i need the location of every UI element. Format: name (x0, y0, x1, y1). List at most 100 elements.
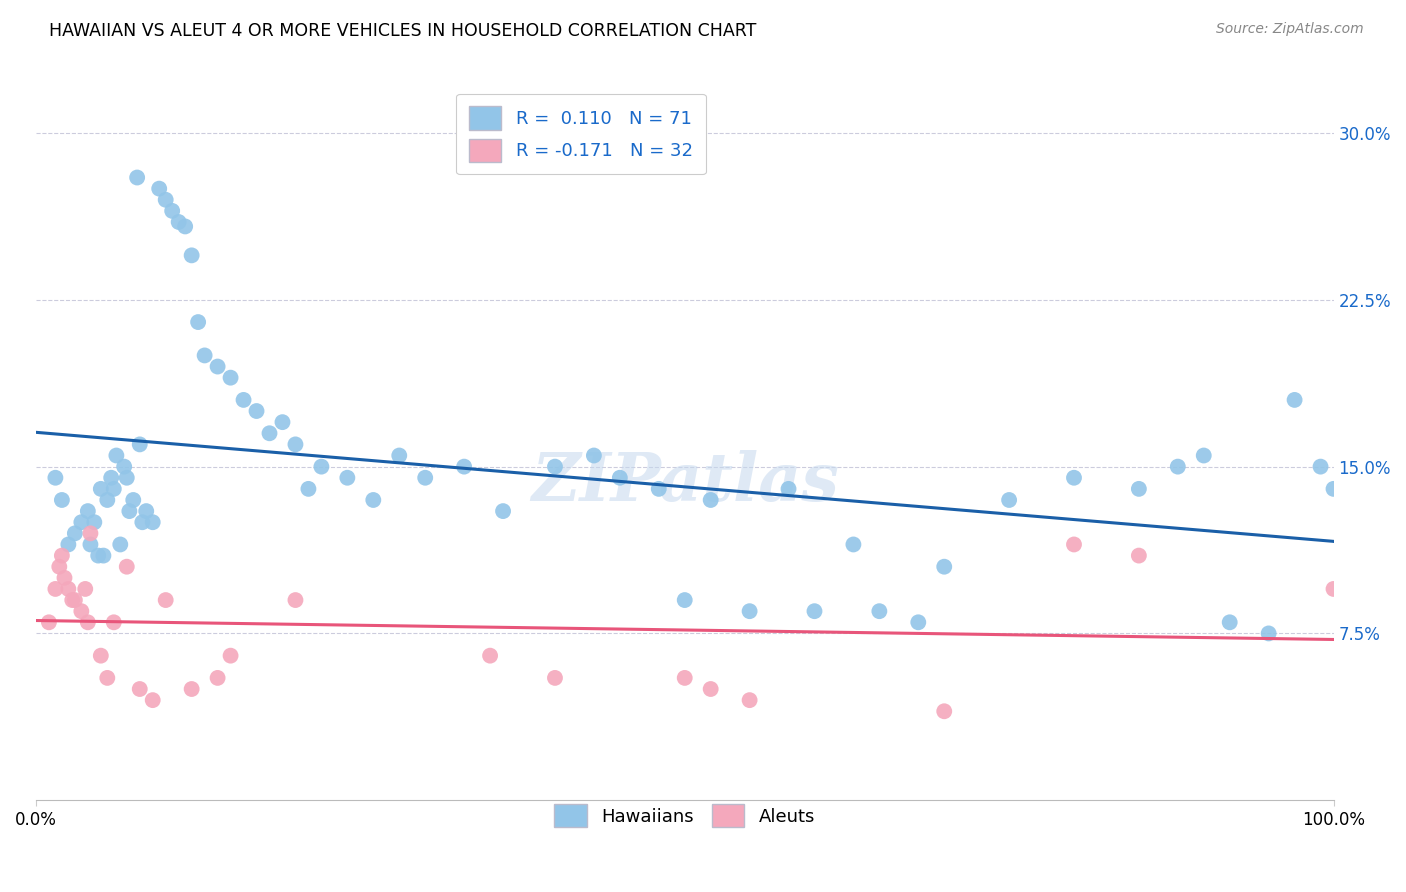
Point (187, 315, 209, 329)
Point (934, 704, 956, 718)
Point (1257, 626, 1279, 640)
Point (142, 515, 165, 529)
Point (699, 681, 721, 696)
Point (100, 471, 122, 485)
Point (155, 593, 177, 607)
Point (103, 615, 125, 630)
Point (453, 459, 475, 474)
Point (1063, 471, 1085, 485)
Point (271, 415, 294, 429)
Point (1167, 459, 1189, 474)
Point (90, 648, 112, 663)
Point (87, 549, 110, 563)
Point (259, 426, 281, 441)
Point (112, 459, 135, 474)
Point (673, 671, 696, 685)
Point (219, 648, 242, 663)
Point (128, 681, 150, 696)
Point (51, 549, 73, 563)
Point (413, 471, 436, 485)
Point (284, 593, 307, 607)
Point (388, 449, 411, 463)
Point (842, 537, 865, 551)
Point (142, 693, 165, 707)
Point (63, 593, 86, 607)
Point (103, 482, 125, 496)
Point (148, 181, 170, 195)
Point (363, 493, 385, 508)
Point (207, 671, 229, 685)
Point (1322, 482, 1344, 496)
Point (998, 493, 1021, 508)
Point (284, 437, 307, 451)
Point (70, 604, 93, 618)
Point (778, 482, 800, 496)
Point (63, 526, 86, 541)
Point (167, 215, 190, 229)
Point (160, 203, 183, 218)
Point (699, 493, 721, 508)
Point (131, 515, 153, 529)
Point (1063, 537, 1085, 551)
Point (76, 615, 98, 630)
Point (127, 170, 149, 185)
Point (180, 248, 202, 262)
Point (70, 515, 93, 529)
Point (135, 504, 157, 518)
Legend: Hawaiians, Aleuts: Hawaiians, Aleuts (547, 797, 823, 835)
Text: Source: ZipAtlas.com: Source: ZipAtlas.com (1216, 22, 1364, 37)
Point (544, 671, 567, 685)
Point (1128, 549, 1150, 563)
Point (582, 449, 605, 463)
Point (110, 537, 132, 551)
Point (44, 582, 66, 596)
Point (90, 482, 112, 496)
Point (245, 404, 267, 418)
Point (194, 348, 217, 362)
Point (232, 392, 254, 407)
Point (58, 582, 80, 596)
Point (122, 493, 145, 508)
Point (868, 604, 890, 618)
Point (76, 504, 98, 518)
Point (79, 526, 101, 541)
Point (609, 471, 631, 485)
Point (803, 604, 825, 618)
Point (118, 504, 141, 518)
Point (79, 537, 101, 551)
Point (492, 504, 515, 518)
Point (174, 219, 197, 234)
Point (544, 459, 567, 474)
Point (115, 471, 138, 485)
Point (96, 671, 118, 685)
Point (1219, 615, 1241, 630)
Point (297, 482, 319, 496)
Point (907, 615, 929, 630)
Point (128, 437, 150, 451)
Text: ZIPatlas: ZIPatlas (531, 450, 838, 515)
Point (648, 482, 671, 496)
Point (75, 582, 97, 596)
Point (479, 648, 502, 663)
Point (83, 515, 105, 529)
Point (311, 459, 333, 474)
Point (48, 559, 70, 574)
Point (934, 559, 956, 574)
Point (1284, 392, 1306, 407)
Point (207, 359, 229, 374)
Point (44, 471, 66, 485)
Point (96, 493, 118, 508)
Point (1322, 582, 1344, 596)
Point (738, 604, 761, 618)
Point (51, 493, 73, 508)
Point (1309, 459, 1331, 474)
Point (53, 571, 76, 585)
Point (336, 471, 359, 485)
Point (673, 593, 696, 607)
Point (219, 370, 242, 384)
Point (115, 559, 138, 574)
Point (1128, 482, 1150, 496)
Point (180, 681, 202, 696)
Point (58, 537, 80, 551)
Point (155, 193, 177, 207)
